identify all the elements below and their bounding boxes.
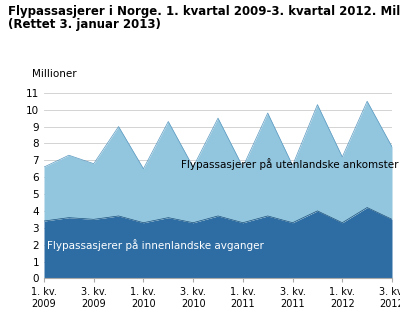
Text: Flypassasjerer på innenlandske avganger: Flypassasjerer på innenlandske avganger (48, 239, 264, 251)
Text: Millioner: Millioner (32, 69, 76, 79)
Text: Flypassasjerer på utenlandske ankomster og avganger: Flypassasjerer på utenlandske ankomster … (181, 158, 400, 170)
Text: (Rettet 3. januar 2013): (Rettet 3. januar 2013) (8, 18, 161, 31)
Text: Flypassasjerer i Norge. 1. kvartal 2009-3. kvartal 2012. Millioner.: Flypassasjerer i Norge. 1. kvartal 2009-… (8, 5, 400, 18)
